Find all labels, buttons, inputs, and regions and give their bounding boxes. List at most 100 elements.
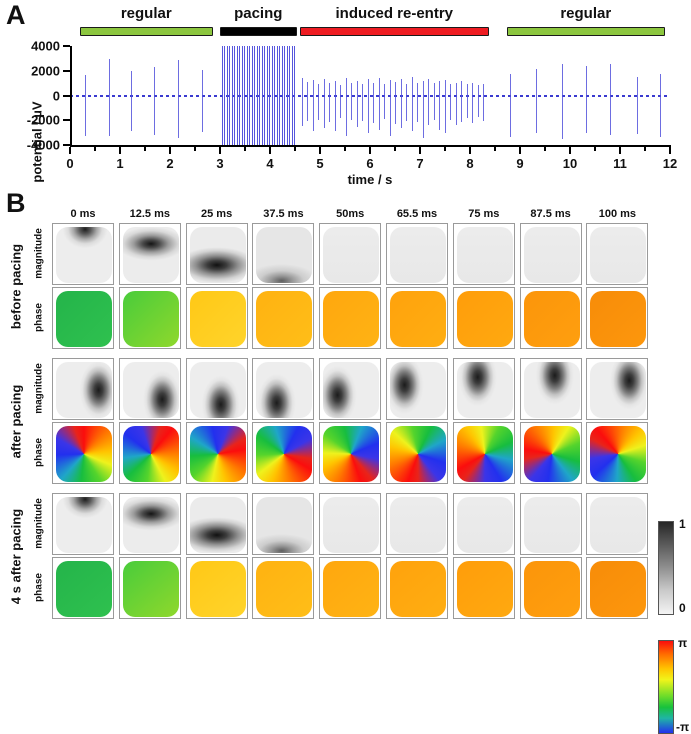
magnitude-map [323,497,380,553]
frame-tile-after-pacing-magnitude-7 [519,358,582,420]
baseline-segment [232,94,235,97]
y-tick-label: 0 [52,88,60,103]
frame-tile-after-pacing-magnitude-4 [319,358,382,420]
phase-map [523,561,580,617]
phase-map [456,291,513,347]
baseline-segment [190,94,193,97]
frame-tile-4-s-after-pacing-magnitude-1 [118,493,181,555]
spike [236,46,238,145]
baseline-segment [634,94,637,97]
x-tick-label: 4 [266,156,274,171]
baseline-segment [358,94,361,97]
spike [395,81,396,124]
spike [284,46,285,145]
baseline-segment [400,94,403,97]
phase-map [323,291,380,347]
baseline-segment [520,94,523,97]
baseline-segment [154,94,157,97]
frame-tile-4-s-after-pacing-phase-0 [52,557,114,619]
magnitude-map [456,497,513,553]
baseline-segment [574,94,577,97]
baseline-segment [142,94,145,97]
spike [261,46,263,145]
x-tick-label: 12 [662,156,678,171]
phase-map [122,291,179,347]
spike [276,46,278,145]
spike [450,83,451,120]
panel-a-plot-area: potential / µV [30,46,670,183]
spike [411,76,413,132]
phase-map [256,561,313,617]
segment-bar-2 [300,27,489,36]
frame-tile-4-s-after-pacing-magnitude-8 [586,493,649,555]
spike [461,81,462,123]
baseline-segment [490,94,493,97]
phase-map [56,426,112,482]
baseline-segment [502,94,505,97]
group-label-4-s-after-pacing: 4 s after pacing [8,508,24,605]
segment-bar-1 [220,27,297,36]
baseline-segment [640,94,643,97]
magnitude-map [390,497,446,553]
x-tick [519,147,521,154]
spike [307,81,308,121]
frame-tile-after-pacing-magnitude-6 [452,358,515,420]
spike [378,77,380,130]
segment-bar-3 [506,27,665,36]
spike [224,46,225,145]
spike [274,46,275,145]
y-tick-label: -4000 [26,137,60,153]
baseline-segment [496,94,499,97]
baseline-segment [610,94,613,97]
spike [389,80,391,137]
baseline-segment [160,94,163,97]
frame-time-label-3: 37.5 ms [263,208,304,220]
spike [221,46,223,145]
spike [561,64,563,140]
frame-tile-4-s-after-pacing-phase-7 [519,557,582,619]
baseline-segment [94,94,97,97]
baseline-segment [598,94,601,97]
magnitude-map [56,227,112,283]
magnitude-map [523,362,580,418]
y-axis-line [70,46,72,146]
baseline-segment [262,94,265,97]
spike [610,63,611,135]
baseline-segment [562,94,565,97]
spike [439,81,440,130]
baseline-segment [418,94,421,97]
x-tick [269,147,271,154]
magnitude-map [256,362,313,418]
frame-tile-4-s-after-pacing-phase-5 [386,557,448,619]
baseline-segment [478,94,481,97]
magnitude-map [56,362,112,418]
baseline-segment [118,94,121,97]
spike [433,82,435,121]
baseline-segment [334,94,337,97]
spike [417,83,418,123]
frame-tile-4-s-after-pacing-magnitude-2 [185,493,248,555]
frame-tile-4-s-after-pacing-magnitude-5 [386,493,448,555]
spike [231,46,233,145]
x-tick-minor [344,147,346,151]
spike [246,46,248,145]
spike [477,84,479,117]
panel-a: A regular pacing induced re-entry regular p… [0,0,691,190]
frame-tile-after-pacing-magnitude-8 [586,358,649,420]
y-tick [63,45,70,47]
spike [229,46,230,145]
spike [249,46,250,145]
spike [536,68,537,134]
spike [244,46,245,145]
spike [286,46,288,145]
frame-tile-4-s-after-pacing-magnitude-4 [319,493,382,555]
baseline-segment [658,94,661,97]
magnitude-map [390,362,446,418]
baseline-segment [310,94,313,97]
x-tick [669,147,671,154]
x-tick [369,147,371,154]
spike [367,79,369,133]
x-tick [219,147,221,154]
spike [444,80,446,134]
frame-tile-before-pacing-magnitude-8 [586,223,649,285]
